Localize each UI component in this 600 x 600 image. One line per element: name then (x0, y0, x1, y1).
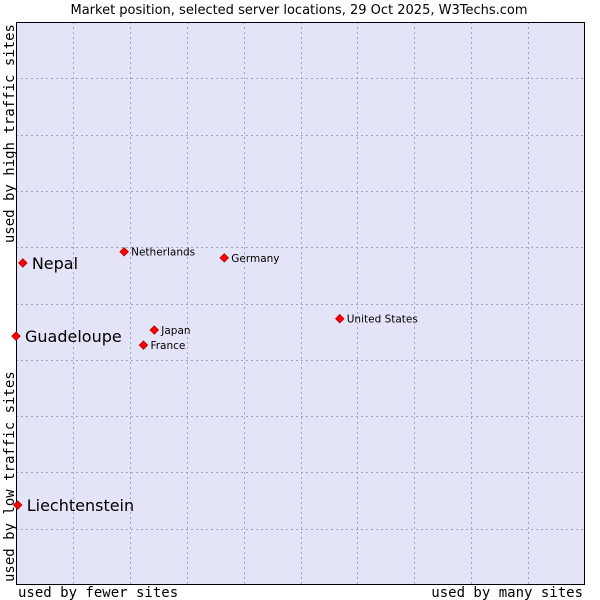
point-marker (11, 331, 21, 341)
data-point-japan: Japan (149, 325, 191, 337)
point-marker (219, 253, 230, 263)
data-point-nepal: Nepal (18, 254, 78, 273)
data-point-netherlands: Netherlands (119, 246, 195, 259)
y-axis-label-top: used by high traffic sites (2, 24, 18, 243)
x-axis-label-right: used by many sites (431, 585, 583, 600)
data-points: Nepal Guadeloupe Liechtenstein Netherlands G… (11, 246, 418, 515)
grid-lines (16, 22, 585, 585)
point-label: Nepal (32, 254, 78, 273)
data-point-united-states: United States (334, 313, 418, 326)
point-marker (138, 340, 149, 350)
point-label: Netherlands (131, 247, 195, 259)
data-point-liechtenstein: Liechtenstein (12, 496, 134, 515)
x-axis-label-left: used by fewer sites (18, 585, 178, 600)
data-point-guadeloupe: Guadeloupe (11, 327, 122, 346)
point-label: United States (347, 314, 418, 326)
data-point-germany: Germany (219, 253, 280, 265)
point-label: Guadeloupe (25, 327, 122, 346)
point-marker (119, 246, 129, 257)
point-label: Japan (160, 325, 190, 337)
chart-title: Market position, selected server locatio… (70, 3, 527, 18)
point-marker (18, 258, 28, 268)
point-label: France (150, 340, 185, 352)
point-marker (12, 500, 23, 510)
point-label: Germany (231, 253, 279, 265)
plot-area (16, 22, 585, 585)
point-marker (334, 313, 345, 324)
point-label: Liechtenstein (27, 496, 134, 515)
plot-frame (16, 22, 585, 585)
point-marker (149, 325, 160, 335)
y-axis-label-bottom: used by low traffic sites (2, 371, 18, 582)
data-point-france: France (138, 340, 185, 352)
